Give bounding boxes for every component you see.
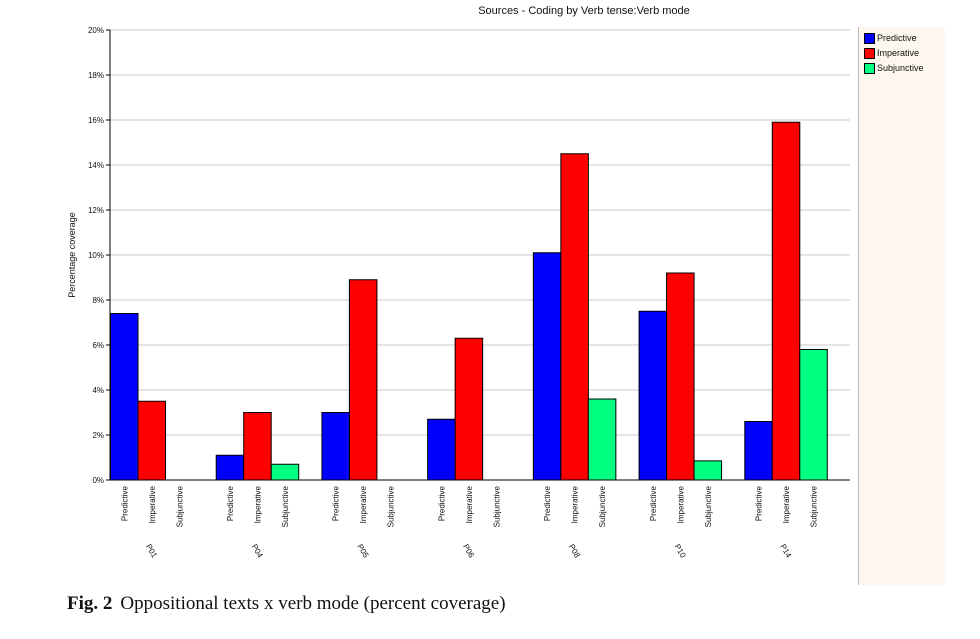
x-sub-label: Subjunctive [281,485,290,527]
legend-item-predictive: Predictive [864,32,917,44]
x-sub-label: Imperative [359,485,368,523]
y-tick-label: 14% [88,161,104,170]
x-sub-label: Subjunctive [810,485,819,527]
x-category-label: P14 [778,543,793,560]
bar-p08-subjunctive [587,398,617,481]
bar-p14-subjunctive [799,349,828,481]
x-sub-label: Subjunctive [598,485,607,527]
legend-label-imperative: Imperative [877,48,920,58]
legend: Predictive Imperative Subjunctive [858,27,945,585]
y-tick-label: 6% [92,341,104,350]
x-sub-label: Predictive [437,485,446,521]
bar-p06-predictive [427,418,456,481]
x-sub-label: Imperative [571,485,580,523]
x-sub-label: Imperative [465,485,474,523]
figure-caption: Fig. 2 Oppositional texts x verb mode (pe… [67,593,506,615]
bar-p04-imperative [243,412,272,481]
x-sub-label: Predictive [543,485,552,521]
x-sub-label: Subjunctive [175,485,184,527]
x-sub-label: Predictive [649,485,658,521]
y-tick-label: 0% [92,476,104,485]
y-axis-label: Percentage coverage [67,212,77,298]
x-category-label: P05 [355,543,370,560]
bar-chart: 0% 2% 4% 6% 8% 10% 12% 14% 16% 18% 20% Percentage c… [67,26,850,560]
bar-p04-predictive [215,454,245,481]
bar-p10-predictive [638,310,668,481]
y-tick-label: 8% [92,296,104,305]
x-sub-label: Predictive [755,485,764,521]
bar-p08-imperative [560,153,589,481]
bar-p06-imperative [454,337,484,481]
caption-label: Fig. 2 [67,593,113,614]
x-sub-label: Imperative [782,485,791,523]
chart-title: Sources - Coding by Verb tense:Verb mode [478,5,690,17]
bar-p08-predictive [532,252,562,481]
y-tick-label: 10% [88,251,104,260]
bar-p01-imperative [137,400,166,481]
x-sub-label: Subjunctive [704,485,713,527]
y-tick-label: 12% [88,206,104,215]
legend-label-predictive: Predictive [877,33,917,43]
bar-p14-predictive [744,421,773,481]
x-sub-label: Imperative [253,485,262,523]
bar-p10-subjunctive [693,460,723,481]
x-category-label: P08 [567,543,582,560]
x-sub-label: Subjunctive [492,485,501,527]
bar-p14-imperative [771,121,801,481]
y-tick-label: 4% [92,386,104,395]
y-tick-label: 18% [88,71,104,80]
legend-label-subjunctive: Subjunctive [877,63,924,73]
x-sub-label: Subjunctive [387,485,396,527]
x-category-label: P04 [250,543,265,560]
x-category-label: P10 [673,543,688,560]
bar-p01-predictive [110,313,139,481]
y-tick-label: 16% [88,116,104,125]
x-sub-label: Imperative [676,485,685,523]
x-sub-label: Imperative [148,485,157,523]
x-category-label: P06 [461,543,476,560]
x-sub-label: Predictive [120,485,129,521]
legend-item-imperative: Imperative [864,47,919,59]
legend-swatch-predictive [864,32,875,44]
bar-p05-predictive [321,412,350,481]
bar-p04-subjunctive [270,463,300,481]
x-sub-label: Predictive [332,485,341,521]
x-sub-label: Predictive [226,485,235,521]
legend-swatch-imperative [864,47,875,59]
bar-p05-imperative [348,279,378,481]
y-tick-label: 2% [92,431,104,440]
caption-text: Oppositional texts x verb mode (percent … [120,593,506,614]
legend-swatch-subjunctive [864,62,875,74]
y-tick-label: 20% [88,26,104,35]
legend-item-subjunctive: Subjunctive [864,62,924,74]
x-category-label: P01 [144,543,159,560]
bar-p10-imperative [666,272,695,481]
